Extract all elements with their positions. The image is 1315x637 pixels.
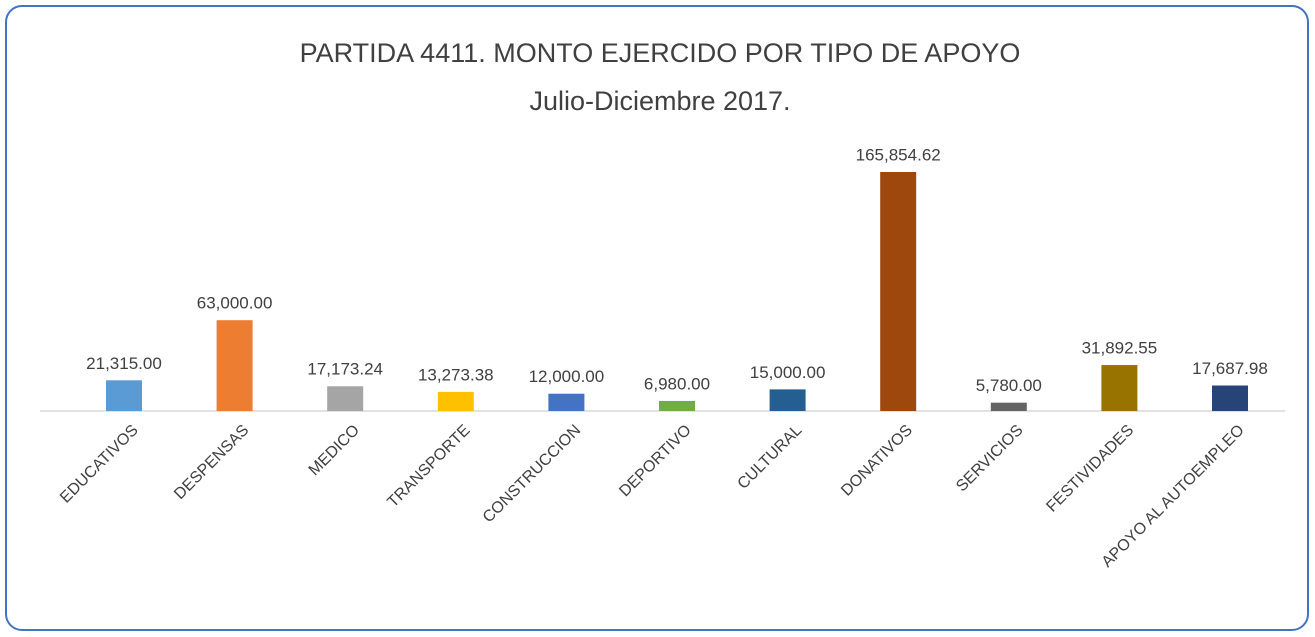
data-label: 31,892.55 [1082, 339, 1158, 358]
bar [1101, 365, 1138, 411]
bar [1212, 385, 1248, 411]
bar [659, 400, 695, 411]
data-label: 15,000.00 [750, 363, 826, 382]
bar [548, 393, 585, 411]
data-label: 6,980.00 [644, 374, 710, 393]
chart-subtitle: Julio-Diciembre 2017. [529, 86, 790, 116]
data-label: 21,315.00 [86, 354, 162, 373]
bar [327, 386, 364, 411]
data-label: 5,780.00 [976, 376, 1042, 395]
data-label: 12,000.00 [529, 367, 605, 386]
bar [216, 320, 253, 411]
chart-frame [5, 5, 1309, 631]
data-label: 17,173.24 [307, 360, 383, 379]
data-label: 165,854.62 [856, 145, 941, 164]
bar [880, 172, 917, 411]
bar [769, 389, 806, 411]
bar [990, 402, 1027, 411]
bar [106, 380, 142, 411]
chart-title: PARTIDA 4411. MONTO EJERCIDO POR TIPO DE… [300, 38, 1021, 68]
bar [437, 391, 474, 411]
data-label: 17,687.98 [1192, 359, 1268, 378]
data-label: 13,273.38 [418, 365, 494, 384]
data-label: 63,000.00 [197, 294, 273, 313]
